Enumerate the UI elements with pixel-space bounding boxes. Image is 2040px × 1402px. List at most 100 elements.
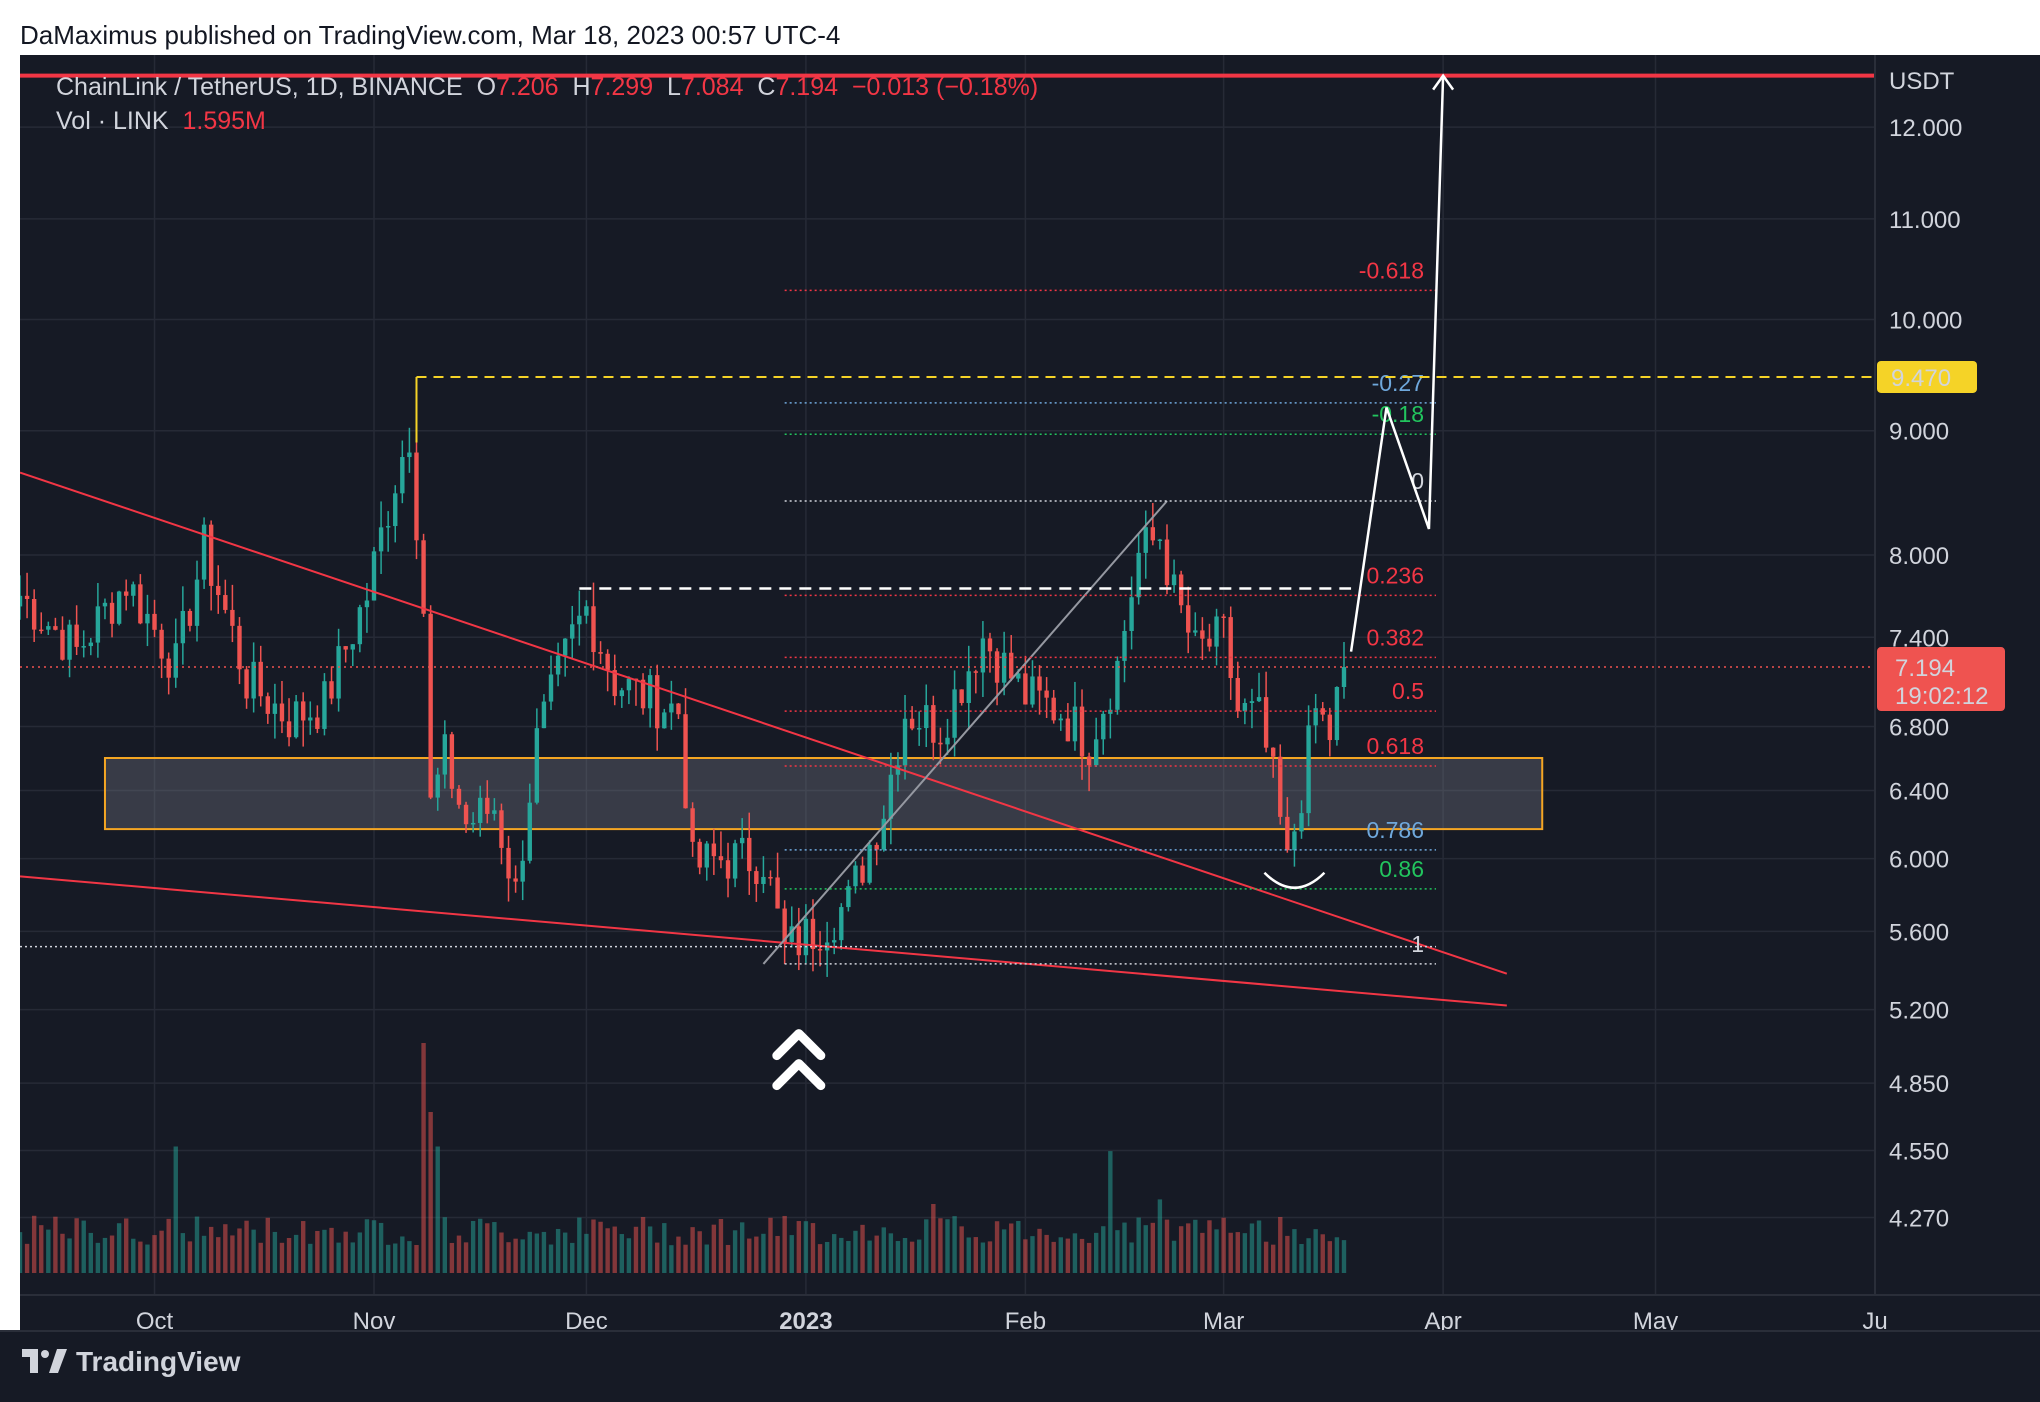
candle-body [725, 860, 731, 879]
volume-bar [1186, 1223, 1191, 1273]
candle-body [605, 653, 610, 671]
volume-bar [902, 1237, 908, 1273]
candle-body [39, 629, 44, 632]
candle-body [584, 606, 589, 616]
time-axis-tick: Nov [353, 1308, 396, 1330]
volume-bar [1221, 1217, 1226, 1273]
volume-bar [761, 1233, 766, 1273]
candle-body [1044, 690, 1049, 698]
price-axis-tick: 4.550 [1889, 1139, 1949, 1166]
candle-body [435, 774, 440, 798]
price-axis-tick: 13.000 [1889, 55, 1962, 58]
symbol-name: ChainLink / TetherUS, 1D, BINANCE [56, 73, 463, 101]
candle-body [640, 679, 646, 709]
volume-bar [612, 1226, 617, 1273]
volume-bar [824, 1241, 830, 1273]
time-axis-tick: 2023 [779, 1308, 832, 1330]
candle-body [1065, 718, 1071, 742]
candle-body [1299, 813, 1304, 832]
candle-body [520, 860, 525, 882]
volume-bar [499, 1232, 504, 1273]
chart-panel[interactable]: -1.618-0.618-0.27-0.1800.2360.3820.50.61… [20, 55, 2040, 1330]
candle-body [1200, 630, 1205, 639]
candle-body [1193, 630, 1198, 633]
volume-bar [860, 1224, 865, 1273]
volume-bar [1341, 1240, 1347, 1273]
volume-bar [1101, 1226, 1106, 1273]
volume-bar [470, 1220, 476, 1273]
bar-countdown: 19:02:12 [1895, 683, 1988, 710]
volume-bar [669, 1245, 674, 1273]
candle-body [895, 765, 901, 775]
volume-bar [534, 1233, 540, 1273]
volume-bar [1065, 1238, 1071, 1273]
volume-bar [1030, 1236, 1035, 1273]
volume-bar [60, 1233, 65, 1273]
volume-bar [506, 1242, 511, 1273]
volume-bar [796, 1221, 802, 1273]
candle-body [194, 579, 200, 626]
high-label: H [572, 73, 591, 101]
volume-bar [315, 1230, 320, 1273]
candle-body [980, 638, 986, 673]
candle-body [343, 646, 348, 650]
candle-body [301, 701, 306, 721]
trendline [20, 471, 1508, 975]
candle-body [1150, 527, 1156, 541]
symbol-legend[interactable]: ChainLink / TetherUS, 1D, BINANCE O7.206… [56, 73, 1038, 102]
price-axis-tick: 11.000 [1889, 207, 1961, 234]
volume-bar [1256, 1220, 1262, 1273]
volume-bar [1242, 1233, 1248, 1273]
candle-body [853, 865, 858, 887]
volume-bar [449, 1242, 455, 1273]
candle-body [308, 717, 313, 721]
volume-bar [994, 1221, 1000, 1273]
volume-bar [124, 1218, 129, 1273]
volume-bar [478, 1218, 483, 1273]
candle-body [1249, 701, 1255, 704]
tradingview-logo[interactable]: TradingView [22, 1346, 240, 1378]
volume-bar [548, 1244, 554, 1273]
candle-body [754, 871, 759, 884]
projection-arrowhead [1432, 73, 1455, 91]
volume-legend[interactable]: Vol · LINK 1.595M [56, 107, 266, 136]
volume-bar [853, 1230, 858, 1273]
volume-bar [371, 1220, 377, 1273]
volume-bar [187, 1241, 193, 1273]
price-tag-box [1877, 360, 1977, 393]
close-label: C [757, 73, 776, 101]
price-chart[interactable]: -1.618-0.618-0.27-0.1800.2360.3820.50.61… [20, 55, 2040, 1330]
candle-body [973, 671, 979, 673]
candle-body [711, 843, 717, 857]
candle-body [131, 584, 136, 596]
candle-body [478, 797, 483, 823]
volume-bar [747, 1238, 752, 1273]
candle-body [909, 718, 915, 729]
grid [20, 55, 1876, 1295]
candle-body [223, 595, 228, 610]
time-axis-tick: May [1633, 1308, 1678, 1330]
candle-body [159, 629, 164, 659]
volume-bar [1016, 1220, 1021, 1273]
candle-body [555, 655, 561, 675]
volume-bar [201, 1235, 207, 1273]
volume-bar [909, 1241, 915, 1273]
price-axis-tick: 5.600 [1889, 919, 1949, 946]
candle-body [789, 926, 794, 942]
chevron-top [772, 1029, 826, 1061]
volume-bar [20, 1232, 23, 1273]
volume-bar [301, 1221, 306, 1273]
open-label: O [476, 73, 497, 101]
candle-body [322, 681, 327, 729]
candle-body [1115, 660, 1120, 710]
fib-level-label: 0.382 [1366, 624, 1424, 650]
candle-body [782, 908, 787, 942]
candle-body [470, 822, 476, 825]
last-price-value: 7.194 [1895, 655, 1955, 682]
volume-bar [272, 1231, 278, 1273]
candle-body [336, 646, 341, 699]
volume-bar [640, 1217, 646, 1273]
volume-bar [598, 1221, 603, 1273]
candle-body [570, 624, 575, 639]
volume-bar [1249, 1223, 1255, 1273]
